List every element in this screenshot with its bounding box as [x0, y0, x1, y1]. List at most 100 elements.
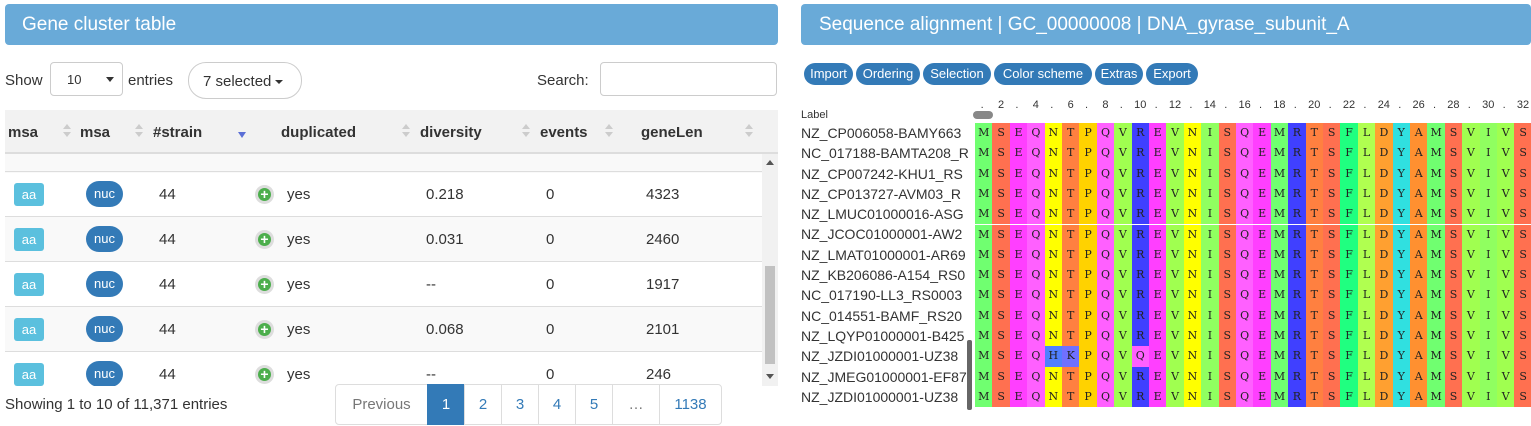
residue-cell: V — [1166, 183, 1184, 205]
page-length-select[interactable]: 10 — [50, 62, 123, 96]
scroll-up-icon[interactable] — [766, 160, 774, 165]
residue-cell: V — [1462, 386, 1480, 408]
sequence-label[interactable]: NC_017190-LL3_RS0003 — [801, 287, 963, 304]
residue-cell: S — [1444, 244, 1463, 266]
residue-cell: S — [992, 346, 1010, 367]
sequence-label[interactable]: NZ_JCOC01000001-AW2 — [801, 226, 963, 243]
labels-scrollbar[interactable] — [967, 340, 972, 410]
search-input[interactable] — [600, 62, 777, 96]
table-scrollbar[interactable] — [762, 154, 778, 386]
msa-nuc-button[interactable]: nuc — [86, 271, 123, 297]
residue-cell: M — [1427, 285, 1445, 306]
msa-nuc-button[interactable]: nuc — [86, 226, 123, 252]
residue-cell: M — [1270, 366, 1289, 387]
residue-cell: E — [1253, 183, 1271, 205]
residue-cell: T — [1305, 224, 1323, 245]
residue-cell: T — [1305, 366, 1323, 387]
expand-plus-icon[interactable] — [255, 320, 274, 339]
residue-cell: P — [1079, 346, 1097, 367]
sequence-label[interactable]: NZ_CP007242-KHU1_RS — [801, 165, 963, 182]
sequence-label[interactable]: NZ_LMUC01000016-ASG — [801, 206, 964, 223]
residue-cell: R — [1288, 346, 1306, 367]
expand-plus-icon[interactable] — [255, 365, 274, 384]
extras-button[interactable]: Extras — [1095, 63, 1143, 85]
column-selection-button[interactable]: 7 selected — [188, 62, 302, 99]
msa-aa-button[interactable]: aa — [14, 273, 44, 296]
msa-aa-button[interactable]: aa — [14, 318, 44, 341]
page-button-2[interactable]: 2 — [464, 384, 502, 425]
msa-aa-button[interactable]: aa — [14, 228, 44, 251]
sort-icon — [522, 124, 530, 138]
residue-cell: V — [1114, 123, 1132, 144]
diversity-value: 0.031 — [426, 231, 464, 248]
export-button[interactable]: Export — [1146, 63, 1198, 85]
residue-cell: A — [1410, 386, 1428, 408]
residue-cell: N — [1044, 123, 1062, 144]
page-button-last[interactable]: 1138 — [659, 384, 722, 425]
residue-cell: F — [1340, 346, 1358, 367]
residue-cell: I — [1479, 305, 1497, 326]
page-button-3[interactable]: 3 — [501, 384, 539, 425]
scroll-down-icon[interactable] — [766, 374, 774, 379]
msa-aa-button[interactable]: aa — [14, 183, 44, 206]
expand-plus-icon[interactable] — [255, 275, 274, 294]
residue-cell: Y — [1392, 326, 1410, 347]
previous-page-button[interactable]: Previous — [335, 384, 428, 425]
sequence-label[interactable]: NZ_CP006058-BAMY663 — [801, 125, 962, 141]
residue-cell: A — [1410, 285, 1428, 306]
msa-nuc-button[interactable]: nuc — [86, 361, 123, 386]
table-body: aanuc44yes0.21804323aanuc44yes0.03102460… — [5, 154, 762, 386]
sequence-label[interactable]: NC_014551-BAMF_RS20 — [801, 307, 963, 324]
import-button[interactable]: Import — [804, 63, 853, 85]
header-msa-aa[interactable]: msa — [8, 124, 39, 141]
color-scheme-button[interactable]: Color scheme — [994, 63, 1092, 85]
residue-cell: P — [1079, 163, 1097, 184]
scroll-thumb[interactable] — [765, 266, 775, 364]
header-events[interactable]: events — [540, 124, 588, 141]
residue-cell: A — [1410, 224, 1428, 245]
header-genelen[interactable]: geneLen — [641, 124, 703, 141]
sequence-label[interactable]: NZ_LMAT01000001-AR69 — [801, 246, 966, 263]
events-value: 0 — [546, 276, 555, 293]
header-duplicated[interactable]: duplicated — [281, 124, 357, 141]
page-button-5[interactable]: 5 — [575, 384, 613, 425]
sequence-label[interactable]: NZ_KB206086-A154_RS0 — [801, 267, 966, 284]
residue-cell: M — [1270, 143, 1289, 164]
residue-cell: S — [1218, 204, 1236, 225]
expand-plus-icon[interactable] — [255, 230, 274, 249]
residue-cell: L — [1357, 183, 1376, 205]
msa-aa-button[interactable]: aa — [14, 363, 44, 386]
residue-cell: S — [992, 224, 1010, 245]
page-button-1[interactable]: 1 — [427, 384, 465, 425]
residue-cell: R — [1131, 305, 1149, 326]
genelen-value: 246 — [646, 366, 672, 383]
residue-cell: T — [1305, 244, 1323, 266]
residue-cell: I — [1201, 244, 1219, 266]
selection-button[interactable]: Selection — [923, 63, 991, 85]
msa-nuc-button[interactable]: nuc — [86, 181, 123, 207]
sequence-label[interactable]: NZ_CP013727-AVM03_R — [801, 185, 962, 202]
msa-nuc-button[interactable]: nuc — [86, 316, 123, 342]
residue-cell: M — [1270, 123, 1289, 144]
sequence-label[interactable]: NC_017188-BAMTA208_R — [801, 145, 969, 162]
label-resize-handle[interactable] — [973, 111, 993, 119]
residue-cell: M — [1427, 163, 1445, 184]
expand-plus-icon[interactable] — [255, 185, 274, 204]
sequence-label[interactable]: NZ_JMEG01000001-EF87 — [801, 368, 967, 385]
residue-cell: N — [1183, 224, 1202, 245]
ordering-button[interactable]: Ordering — [856, 63, 920, 85]
sequence-label[interactable]: NZ_LQYP01000001-B425 — [801, 327, 965, 344]
residue-cell: Q — [1096, 183, 1115, 205]
header-diversity[interactable]: diversity — [420, 124, 482, 141]
sequence-label[interactable]: NZ_JZDI01000001-UZ38 — [801, 388, 959, 405]
page-button-4[interactable]: 4 — [538, 384, 576, 425]
header-strain[interactable]: #strain — [153, 124, 203, 141]
strain-count: 44 — [159, 276, 176, 293]
residue-cell: I — [1201, 386, 1219, 408]
residue-cell: R — [1288, 366, 1306, 387]
header-msa-nuc[interactable]: msa — [80, 124, 111, 141]
residue-cell: R — [1288, 224, 1306, 245]
residue-cell: I — [1479, 265, 1497, 286]
sequence-label[interactable]: NZ_JZDI01000001-UZ38 — [801, 348, 959, 365]
